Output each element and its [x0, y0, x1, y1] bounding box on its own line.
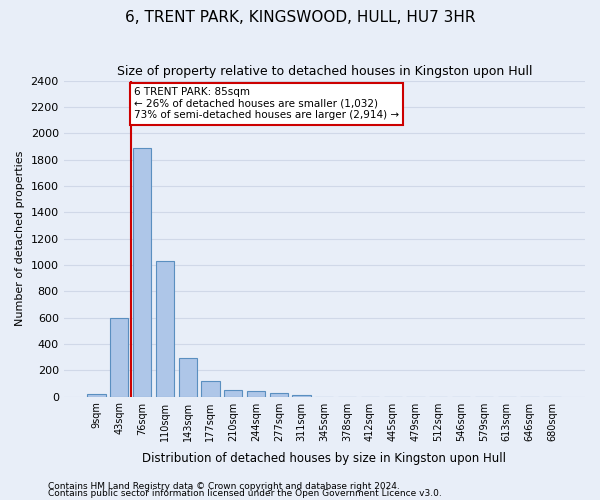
- Bar: [247, 390, 265, 396]
- Bar: [133, 148, 151, 396]
- Bar: [269, 392, 288, 396]
- Text: Contains public sector information licensed under the Open Government Licence v3: Contains public sector information licen…: [48, 489, 442, 498]
- Bar: [179, 358, 197, 397]
- Bar: [224, 390, 242, 396]
- Bar: [156, 261, 174, 396]
- Y-axis label: Number of detached properties: Number of detached properties: [15, 151, 25, 326]
- Text: 6 TRENT PARK: 85sqm
← 26% of detached houses are smaller (1,032)
73% of semi-det: 6 TRENT PARK: 85sqm ← 26% of detached ho…: [134, 87, 399, 120]
- Bar: [201, 380, 220, 396]
- Bar: [88, 394, 106, 396]
- Bar: [292, 394, 311, 396]
- Title: Size of property relative to detached houses in Kingston upon Hull: Size of property relative to detached ho…: [116, 65, 532, 78]
- Bar: [110, 318, 128, 396]
- X-axis label: Distribution of detached houses by size in Kingston upon Hull: Distribution of detached houses by size …: [142, 452, 506, 465]
- Text: 6, TRENT PARK, KINGSWOOD, HULL, HU7 3HR: 6, TRENT PARK, KINGSWOOD, HULL, HU7 3HR: [125, 10, 475, 25]
- Text: Contains HM Land Registry data © Crown copyright and database right 2024.: Contains HM Land Registry data © Crown c…: [48, 482, 400, 491]
